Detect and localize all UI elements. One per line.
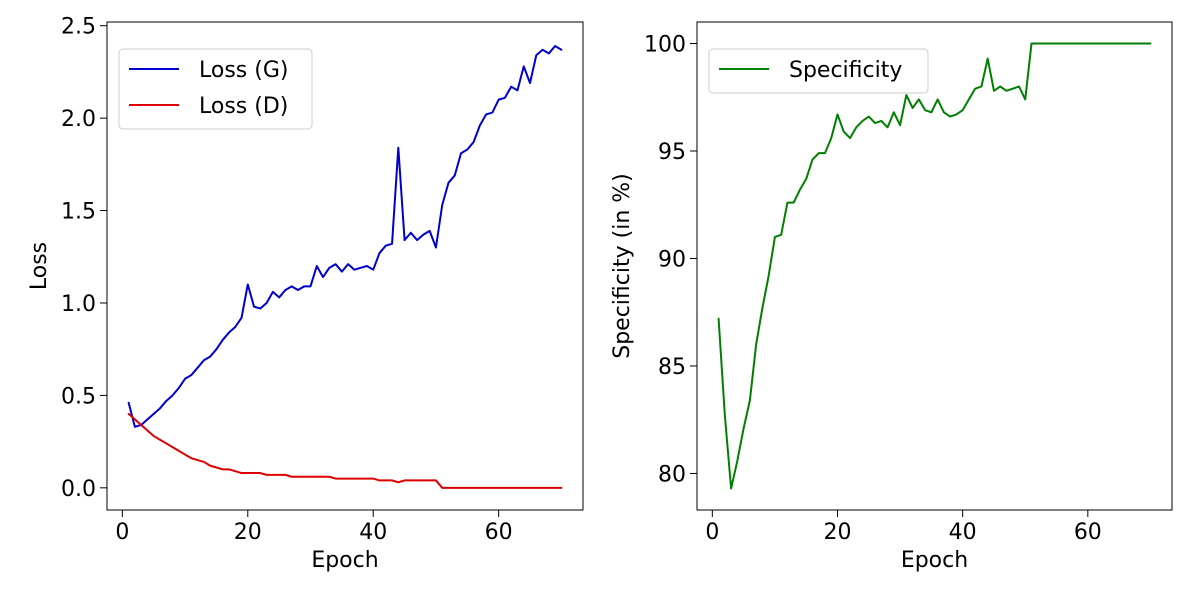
legend-label: Loss (G) [199, 58, 288, 83]
x-tick-label: 0 [705, 520, 719, 545]
x-tick-label: 60 [1074, 520, 1102, 545]
plot-frame [696, 21, 1173, 511]
y-tick-label: 2.5 [61, 15, 96, 40]
legend [708, 48, 929, 94]
chart-2: 0 20 40 60 80 85 90 95 100 Epoch Specificity (in %… [610, 21, 1173, 573]
y-tick-label: 100 [644, 32, 686, 57]
y-tick-label: 85 [658, 355, 686, 380]
x-axis-label: Epoch [901, 548, 968, 573]
plot-frame [106, 21, 584, 511]
series-line-1-2 [127, 412, 563, 489]
x-tick-label: 60 [485, 520, 513, 545]
y-tick-label: 80 [658, 462, 686, 487]
y-tick-label: 1.0 [61, 292, 96, 317]
legend-label: Specificity [789, 58, 902, 83]
y-tick-label: 95 [658, 140, 686, 165]
x-tick-label: 40 [359, 520, 387, 545]
y-tick-label: 0.0 [61, 477, 96, 502]
x-axis-label: Epoch [311, 548, 378, 573]
y-axis-label: Specificity (in %) [610, 173, 635, 359]
x-tick-label: 20 [234, 520, 262, 545]
y-tick-label: 90 [658, 247, 686, 272]
series-line-1-1 [127, 45, 563, 428]
y-tick-label: 2.0 [61, 107, 96, 132]
y-axis-label: Loss [27, 242, 52, 290]
y-tick-label: 0.5 [61, 384, 96, 409]
x-tick-label: 20 [823, 520, 851, 545]
x-tick-label: 0 [115, 520, 129, 545]
x-tick-label: 40 [949, 520, 977, 545]
legend-label: Loss (D) [199, 94, 288, 119]
chart-1: 0 20 40 60 0.0 0.5 1.0 1.5 2.0 2.5 Epoch Loss Loss (… [27, 15, 584, 573]
y-tick-label: 1.5 [61, 200, 96, 225]
series-line-2-1 [717, 42, 1152, 490]
